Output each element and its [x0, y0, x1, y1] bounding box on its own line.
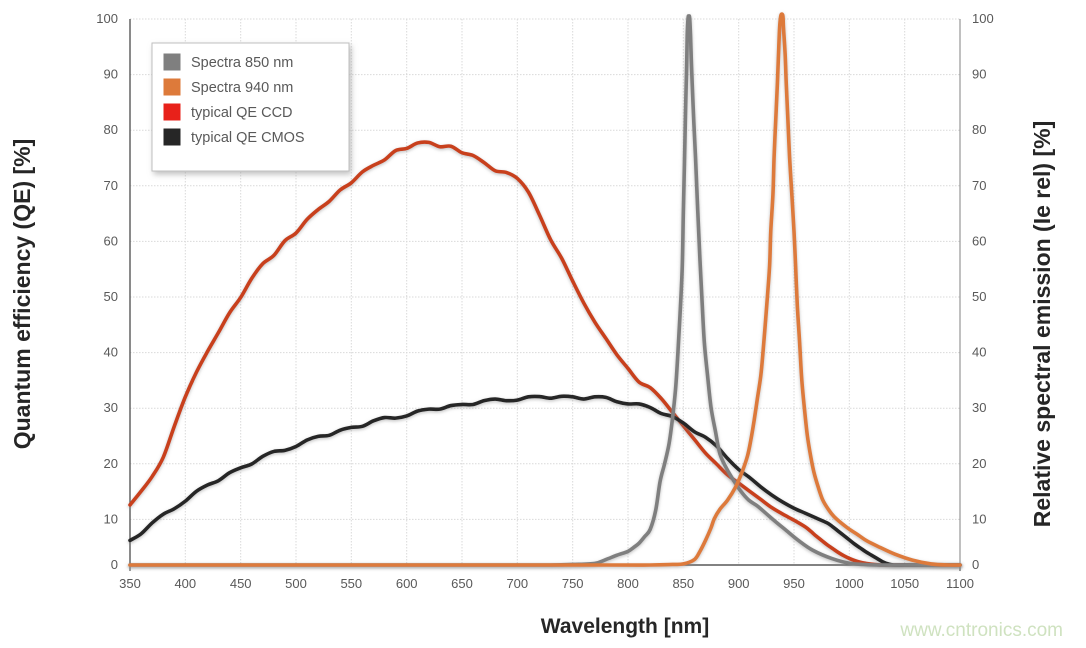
svg-text:30: 30: [104, 400, 118, 415]
svg-text:550: 550: [340, 576, 362, 591]
svg-text:Relative spectral emission (Ie: Relative spectral emission (Ie rel) [%]: [1029, 121, 1055, 528]
svg-text:400: 400: [174, 576, 196, 591]
svg-text:50: 50: [104, 289, 118, 304]
svg-text:900: 900: [728, 576, 750, 591]
svg-text:350: 350: [119, 576, 141, 591]
svg-text:10: 10: [972, 511, 986, 526]
svg-text:60: 60: [104, 233, 118, 248]
svg-text:www.cntronics.com: www.cntronics.com: [899, 620, 1063, 641]
svg-text:20: 20: [972, 456, 986, 471]
svg-text:1050: 1050: [890, 576, 919, 591]
svg-text:450: 450: [230, 576, 252, 591]
svg-text:20: 20: [104, 456, 118, 471]
svg-text:100: 100: [96, 11, 118, 26]
svg-text:typical QE CMOS: typical QE CMOS: [191, 130, 305, 146]
svg-text:80: 80: [972, 122, 986, 137]
svg-text:90: 90: [104, 67, 118, 82]
svg-text:600: 600: [396, 576, 418, 591]
svg-text:750: 750: [562, 576, 584, 591]
svg-text:40: 40: [104, 345, 118, 360]
svg-text:0: 0: [972, 557, 979, 572]
svg-text:40: 40: [972, 345, 986, 360]
svg-text:Quantum efficiency (QE) [%]: Quantum efficiency (QE) [%]: [9, 139, 35, 450]
svg-text:Spectra 850 nm: Spectra 850 nm: [191, 55, 293, 71]
svg-text:700: 700: [506, 576, 528, 591]
svg-text:30: 30: [972, 400, 986, 415]
svg-text:50: 50: [972, 289, 986, 304]
svg-text:80: 80: [104, 122, 118, 137]
svg-text:0: 0: [111, 557, 118, 572]
svg-text:90: 90: [972, 67, 986, 82]
svg-text:1000: 1000: [835, 576, 864, 591]
svg-text:650: 650: [451, 576, 473, 591]
svg-text:Spectra 940 nm: Spectra 940 nm: [191, 80, 293, 96]
svg-text:500: 500: [285, 576, 307, 591]
svg-text:60: 60: [972, 233, 986, 248]
svg-text:70: 70: [104, 178, 118, 193]
svg-text:800: 800: [617, 576, 639, 591]
svg-text:950: 950: [783, 576, 805, 591]
svg-text:10: 10: [104, 511, 118, 526]
svg-text:850: 850: [672, 576, 694, 591]
svg-text:Wavelength [nm]: Wavelength [nm]: [541, 615, 709, 638]
svg-text:70: 70: [972, 178, 986, 193]
svg-text:100: 100: [972, 11, 994, 26]
svg-text:1100: 1100: [946, 576, 974, 591]
svg-text:typical QE CCD: typical QE CCD: [191, 105, 293, 121]
